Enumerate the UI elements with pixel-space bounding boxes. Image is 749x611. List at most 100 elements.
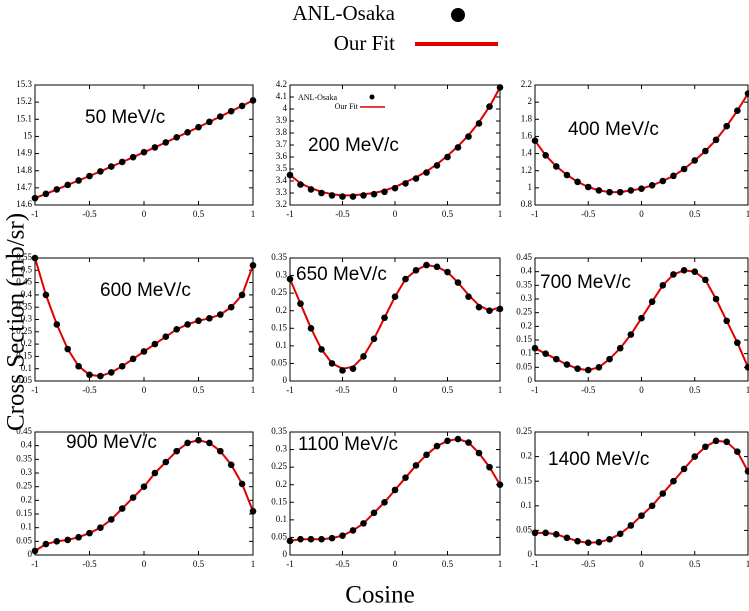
data-point xyxy=(349,365,357,373)
data-point xyxy=(627,331,635,338)
x-tick-label: -0.5 xyxy=(82,385,97,395)
data-point xyxy=(297,181,304,188)
x-tick-label: -0.5 xyxy=(82,559,97,569)
legend-marker xyxy=(369,94,375,100)
data-point xyxy=(595,364,603,371)
data-point xyxy=(648,298,656,306)
x-tick-label: 1 xyxy=(251,559,256,569)
y-tick-label: 0.2 xyxy=(521,320,532,330)
data-point xyxy=(595,187,603,194)
x-tick-label: -0.5 xyxy=(82,209,97,219)
data-point xyxy=(75,533,82,541)
data-point xyxy=(151,144,159,151)
x-tick-label: 0.5 xyxy=(442,209,454,219)
data-point xyxy=(712,437,720,445)
data-point xyxy=(249,507,257,515)
data-point xyxy=(97,524,104,531)
data-point xyxy=(670,271,677,278)
data-point xyxy=(454,144,462,151)
y-tick-label: 0.05 xyxy=(271,531,287,541)
data-point xyxy=(328,360,336,367)
data-point xyxy=(349,193,357,200)
x-tick-label: 0 xyxy=(393,559,398,569)
data-point xyxy=(370,335,378,343)
data-point xyxy=(307,535,315,543)
y-tick-label: 0.2 xyxy=(21,338,32,348)
y-tick-label: 0.8 xyxy=(521,199,533,209)
x-tick-label: 0.5 xyxy=(689,559,701,569)
data-point xyxy=(542,529,549,537)
data-point xyxy=(627,522,635,529)
data-point xyxy=(162,333,170,341)
data-point xyxy=(574,365,581,373)
data-point xyxy=(86,529,93,537)
data-point xyxy=(702,147,709,155)
data-point xyxy=(454,435,462,443)
data-point xyxy=(140,348,148,355)
fit-line xyxy=(34,439,254,552)
data-point xyxy=(381,188,388,196)
y-tick-label: 0.05 xyxy=(16,375,32,385)
data-point xyxy=(563,534,571,542)
data-point xyxy=(531,137,539,145)
y-axis-label: Cross Section (mb/sr) xyxy=(3,213,30,431)
y-tick-label: 3.9 xyxy=(276,115,288,125)
data-point xyxy=(206,118,213,126)
data-point xyxy=(184,439,191,447)
y-tick-label: 0.35 xyxy=(16,301,32,311)
data-point xyxy=(412,462,420,469)
y-tick-label: 14.9 xyxy=(16,148,32,158)
x-tick-label: 0.5 xyxy=(442,559,454,569)
data-point xyxy=(423,169,430,176)
panel-label: 700 MeV/c xyxy=(540,272,631,293)
y-tick-label: 3.5 xyxy=(276,163,288,173)
y-tick-label: 3.7 xyxy=(276,139,288,149)
x-tick-label: 0 xyxy=(393,385,398,395)
x-tick-label: 0.5 xyxy=(442,385,454,395)
x-tick-label: -1 xyxy=(31,559,39,569)
y-tick-label: 3.4 xyxy=(276,175,288,185)
data-point xyxy=(328,534,336,542)
data-point xyxy=(454,279,462,286)
data-point xyxy=(227,107,235,115)
data-point xyxy=(531,344,539,352)
data-point xyxy=(53,186,61,193)
x-tick-label: 1 xyxy=(498,559,503,569)
y-tick-label: 0.3 xyxy=(521,293,533,303)
data-point xyxy=(349,527,357,534)
x-tick-label: 0 xyxy=(639,385,644,395)
data-point xyxy=(206,439,213,447)
data-point xyxy=(381,314,388,322)
data-point xyxy=(553,163,560,170)
panel-label: 1100 MeV/c xyxy=(298,434,398,455)
data-point xyxy=(670,477,677,485)
y-tick-label: 0.25 xyxy=(271,461,287,471)
y-tick-label: 0.15 xyxy=(271,496,287,506)
legend-label: Our Fit xyxy=(334,31,395,55)
data-point xyxy=(318,535,325,543)
panel-label: 200 MeV/c xyxy=(308,135,399,156)
data-point xyxy=(97,372,104,380)
data-point xyxy=(151,340,159,348)
y-tick-label: 0.45 xyxy=(16,277,32,287)
x-tick-label: 0.5 xyxy=(689,209,701,219)
data-point xyxy=(118,505,126,512)
data-point xyxy=(286,537,294,545)
x-tick-label: 1 xyxy=(746,209,749,219)
data-point xyxy=(616,188,624,196)
x-tick-label: 0 xyxy=(142,209,147,219)
data-point xyxy=(542,350,549,357)
y-tick-label: 0.25 xyxy=(271,287,287,297)
data-point xyxy=(391,293,399,300)
x-tick-label: 0 xyxy=(393,209,398,219)
data-point xyxy=(53,321,61,328)
y-tick-label: 4 xyxy=(283,103,288,113)
y-tick-label: 0.4 xyxy=(21,289,33,299)
data-point xyxy=(659,177,667,185)
y-tick-label: 0.2 xyxy=(21,494,32,504)
data-point xyxy=(606,188,613,196)
data-point xyxy=(162,458,170,466)
data-point xyxy=(553,531,560,538)
y-tick-label: 0.35 xyxy=(516,279,532,289)
